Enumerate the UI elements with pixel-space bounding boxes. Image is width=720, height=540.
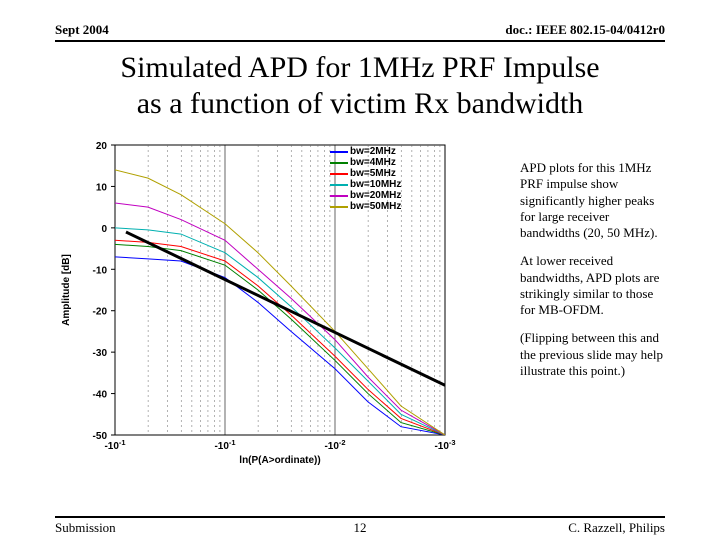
svg-text:-50: -50 [93,431,108,442]
legend-swatch [330,151,348,153]
svg-text:-10-2: -10-2 [324,438,345,453]
legend-swatch [330,184,348,186]
legend-item: bw=2MHz [330,147,401,157]
slide-footer: Submission 12 C. Razzell, Philips [55,516,665,520]
svg-text:0: 0 [101,224,107,235]
svg-text:-10: -10 [93,265,108,276]
svg-text:ln(P(A>ordinate)): ln(P(A>ordinate)) [239,455,320,465]
chart-svg: -10-1 -10-1 -10-2 -10-3 20 10 0 -10 -20 -30 -40 -50… [55,135,505,465]
legend-item: bw=4MHz [330,158,401,168]
footer-submission: Submission [55,520,116,536]
header-date: Sept 2004 [55,22,109,38]
title-line1: Simulated APD for 1MHz PRF Impulse [120,51,599,84]
svg-text:-10-1: -10-1 [104,438,125,453]
slide-title: Simulated APD for 1MHz PRF Impulse as a … [55,50,665,122]
slide-header: Sept 2004 doc.: IEEE 802.15-04/0412r0 [55,22,665,42]
legend-swatch [330,206,348,208]
footer-author: C. Razzell, Philips [568,520,665,536]
legend-item: bw=5MHz [330,169,401,179]
legend-item: bw=10MHz [330,180,401,190]
chart-legend: bw=2MHzbw=4MHzbw=5MHzbw=10MHzbw=20MHzbw=… [330,147,401,213]
legend-label: bw=2MHz [350,147,396,157]
svg-text:-10-3: -10-3 [434,438,455,453]
legend-label: bw=10MHz [350,180,401,190]
title-line2: as a function of victim Rx bandwidth [137,87,584,120]
legend-item: bw=20MHz [330,191,401,201]
side-p1: APD plots for this 1MHz PRF impulse show… [520,160,665,241]
svg-text:-40: -40 [93,390,108,401]
side-text: APD plots for this 1MHz PRF impulse show… [520,160,665,391]
legend-label: bw=5MHz [350,169,396,179]
header-docid: doc.: IEEE 802.15-04/0412r0 [505,22,665,38]
svg-text:-20: -20 [93,307,108,318]
legend-label: bw=4MHz [350,158,396,168]
svg-text:10: 10 [96,182,108,193]
legend-swatch [330,162,348,164]
legend-swatch [330,173,348,175]
apd-chart: -10-1 -10-1 -10-2 -10-3 20 10 0 -10 -20 -30 -40 -50… [55,135,505,465]
svg-text:Amplitude [dB]: Amplitude [dB] [61,254,72,326]
footer-page: 12 [354,520,367,536]
legend-label: bw=20MHz [350,191,401,201]
svg-text:-10-1: -10-1 [214,438,235,453]
legend-item: bw=50MHz [330,202,401,212]
svg-text:20: 20 [96,141,108,152]
side-p3: (Flipping between this and the previous … [520,330,665,379]
svg-text:-30: -30 [93,348,108,359]
legend-label: bw=50MHz [350,202,401,212]
side-p2: At lower received bandwidths, APD plots … [520,253,665,318]
legend-swatch [330,195,348,197]
